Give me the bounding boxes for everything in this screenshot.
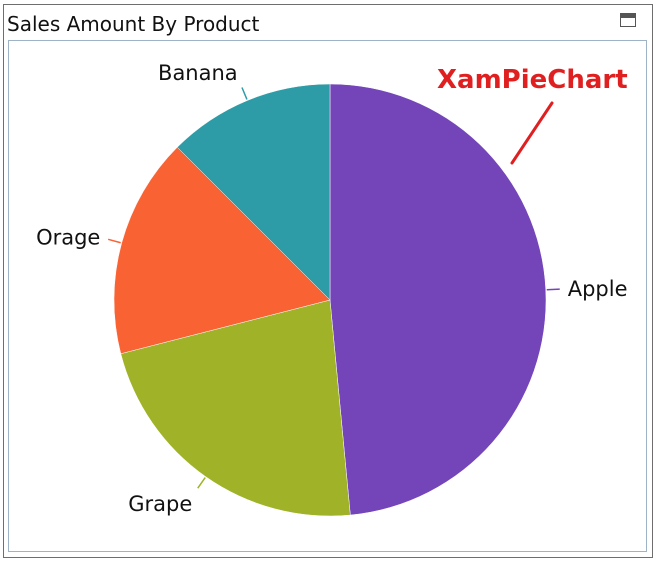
pie-slice-grape[interactable] bbox=[120, 299, 351, 517]
pie-slice-apple[interactable] bbox=[329, 83, 547, 516]
slice-label-orage: Orage bbox=[36, 226, 100, 250]
window-title: Sales Amount By Product bbox=[7, 12, 260, 36]
slice-label-banana: Banana bbox=[158, 61, 238, 85]
slice-label-apple: Apple bbox=[568, 277, 628, 301]
pie-slice-banana[interactable] bbox=[176, 83, 331, 301]
leader-line-banana bbox=[241, 87, 248, 100]
pie-slices bbox=[113, 83, 547, 517]
slice-label-grape: Grape bbox=[128, 492, 192, 516]
leader-line-apple bbox=[546, 288, 560, 291]
leader-line-grape bbox=[197, 477, 206, 489]
maximize-button[interactable] bbox=[620, 13, 636, 27]
pie-slice-orage[interactable] bbox=[113, 146, 331, 355]
slice-labels: Apple Grape Orage Banana bbox=[36, 61, 627, 516]
leader-line-orage bbox=[107, 238, 121, 244]
chart-annotation: XamPieChart bbox=[437, 65, 628, 95]
annotation-arrow bbox=[510, 101, 554, 165]
leader-lines bbox=[107, 87, 560, 489]
